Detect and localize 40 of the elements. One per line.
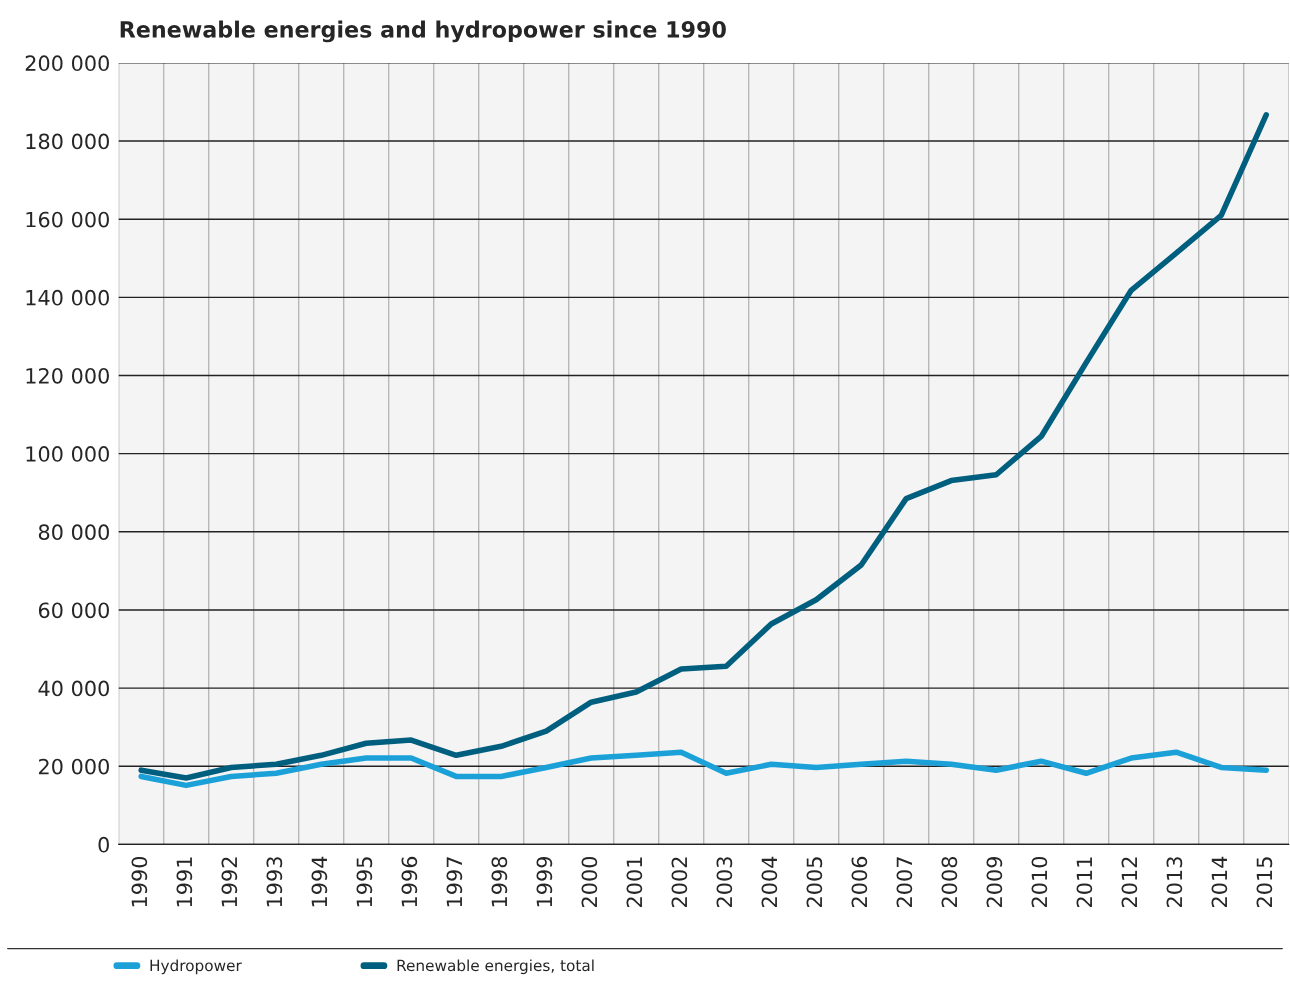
x-tick-label: 2000 — [581, 856, 598, 907]
y-tick-label: 120 000 — [26, 367, 109, 384]
x-tick-label: 2012 — [1121, 857, 1138, 907]
legend-label: Renewable energies, total — [397, 959, 594, 975]
y-tick-label: 180 000 — [26, 133, 109, 150]
x-tick-label: 1990 — [131, 856, 148, 907]
x-tick-label: 1997 — [446, 857, 463, 907]
x-tick-label: 2001 — [626, 857, 643, 907]
x-tick-label: 1993 — [266, 857, 283, 907]
y-tick-label: 140 000 — [26, 289, 109, 306]
y-tick-label: 100 000 — [26, 446, 109, 462]
x-tick-label: 2009 — [986, 856, 1003, 907]
x-tick-label: 2013 — [1166, 857, 1183, 907]
y-tick-label: 160 000 — [26, 211, 109, 228]
x-tick-label: 2008 — [941, 856, 958, 907]
chart-title: Renewable energies and hydropower since 1990 — [120, 20, 726, 43]
y-tick-label: 200 000 — [25, 55, 109, 72]
y-tick-label: 20 000 — [38, 758, 109, 775]
x-tick-label: 2005 — [806, 857, 823, 907]
x-tick-label: 2014 — [1211, 856, 1228, 907]
x-tick-label: 2002 — [671, 857, 688, 907]
x-tick-label: 1995 — [356, 857, 373, 907]
y-tick-label: 80 000 — [38, 524, 109, 541]
x-tick-label: 2006 — [851, 856, 868, 907]
x-tick-label: 2011 — [1076, 857, 1093, 907]
x-tick-label: 2015 — [1256, 857, 1273, 907]
x-tick-label: 2007 — [896, 857, 913, 907]
y-tick-label: 60 000 — [38, 602, 109, 619]
x-tick-label: 1991 — [176, 857, 193, 907]
x-tick-label: 1992 — [221, 857, 238, 907]
y-tick-label: 0 — [98, 836, 109, 853]
x-tick-label: 1999 — [536, 856, 553, 907]
x-tick-label: 1996 — [401, 856, 418, 907]
legend-label: Hydropower — [150, 959, 242, 975]
x-tick-label: 1998 — [491, 856, 508, 907]
x-tick-label: 2010 — [1031, 856, 1048, 907]
y-tick-label: 40 000 — [38, 680, 109, 697]
x-tick-label: 2004 — [761, 856, 778, 907]
x-tick-label: 2003 — [716, 857, 733, 907]
x-tick-label: 1994 — [311, 856, 328, 907]
